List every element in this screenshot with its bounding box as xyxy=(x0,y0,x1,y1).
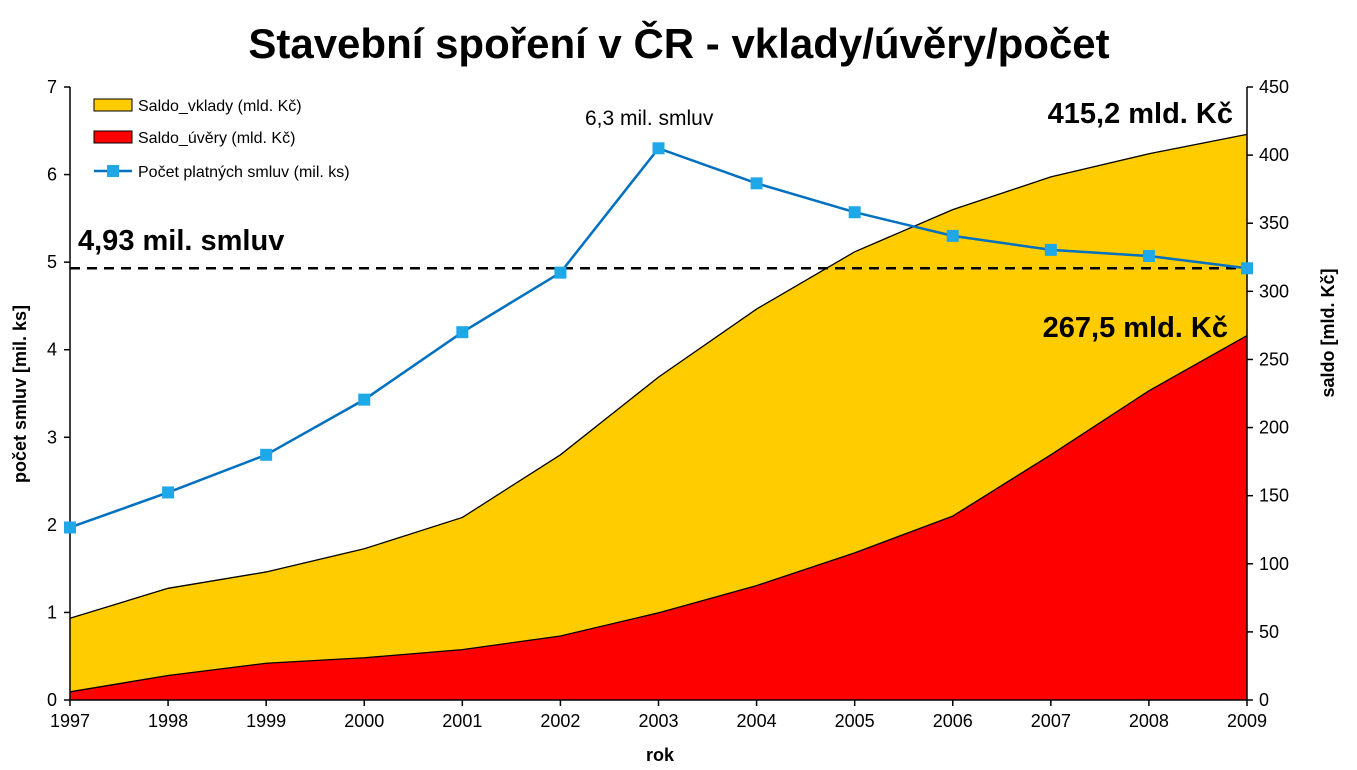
y-right-tick-label: 150 xyxy=(1259,486,1289,506)
legend-marker-contracts xyxy=(107,165,119,177)
x-tick-label: 2002 xyxy=(540,711,580,731)
x-tick-label: 2009 xyxy=(1227,711,1267,731)
chart-title: Stavební spoření v ČR - vklady/úvěry/poč… xyxy=(248,19,1109,67)
annotation-contracts-peak: 6,3 mil. smluv xyxy=(585,107,714,130)
y-right-tick-label: 200 xyxy=(1259,418,1289,438)
y-right-tick-label: 50 xyxy=(1259,622,1279,642)
line-point-2005 xyxy=(848,206,861,219)
x-tick-label: 2005 xyxy=(835,711,875,731)
line-point-2008 xyxy=(1142,250,1155,263)
y-left-tick-label: 2 xyxy=(47,515,57,535)
line-point-2004 xyxy=(750,177,763,190)
area-edge-series-0 xyxy=(69,133,1248,619)
x-tick-label: 2000 xyxy=(344,711,384,731)
annotation-contracts-2009: 4,93 mil. smluv xyxy=(78,225,284,257)
x-tick-label: 2004 xyxy=(737,711,777,731)
y-left-tick-label: 5 xyxy=(47,252,57,272)
line-point-2000 xyxy=(358,393,371,406)
line-point-2009 xyxy=(1241,262,1253,275)
legend: Saldo_vklady (mld. Kč) Saldo_úvěry (mld.… xyxy=(93,98,350,181)
legend-swatch-deposits xyxy=(93,98,133,112)
line-point-1997 xyxy=(64,521,76,534)
x-tick-label: 2006 xyxy=(933,711,973,731)
x-tick-label: 2001 xyxy=(442,711,482,731)
line-point-1998 xyxy=(162,486,175,499)
y-left-tick-label: 3 xyxy=(47,427,57,447)
legend-label-contracts: Počet platných smluv (mil. ks) xyxy=(138,164,350,181)
y-right-tick-label: 300 xyxy=(1259,281,1289,301)
y-right-tick-label: 0 xyxy=(1259,690,1269,710)
line-point-2002 xyxy=(554,266,567,279)
y-left-tick-label: 1 xyxy=(47,602,57,622)
line-point-2006 xyxy=(946,229,959,242)
line-point-2007 xyxy=(1044,243,1057,256)
y-left-tick-label: 4 xyxy=(47,340,57,360)
y-right-axis-label: saldo [mld. Kč] xyxy=(1318,268,1338,397)
y-right-tick-label: 400 xyxy=(1259,145,1289,165)
x-tick-label: 1999 xyxy=(246,711,286,731)
line-point-2003 xyxy=(652,142,665,155)
y-right-tick-label: 350 xyxy=(1259,213,1289,233)
area-layer xyxy=(69,133,1248,700)
axes-layer xyxy=(64,86,1253,706)
y-right-tick-label: 100 xyxy=(1259,554,1289,574)
area-edge-series-1 xyxy=(69,335,1248,693)
line-point-1999 xyxy=(260,448,273,461)
x-tick-label: 2008 xyxy=(1129,711,1169,731)
annotation-loans-2009: 267,5 mld. Kč xyxy=(1043,312,1228,344)
annotation-deposits-2009: 415,2 mld. Kč xyxy=(1048,98,1233,130)
legend-swatch-loans xyxy=(93,130,133,144)
x-tick-label: 2003 xyxy=(638,711,678,731)
y-left-axis-label: počet smluv [mil. ks] xyxy=(10,305,30,483)
line-point-2001 xyxy=(456,326,469,339)
legend-label-loans: Saldo_úvěry (mld. Kč) xyxy=(138,130,295,147)
line-layer xyxy=(64,142,1253,534)
y-left-tick-label: 6 xyxy=(47,165,57,185)
y-right-tick-label: 250 xyxy=(1259,349,1289,369)
x-tick-label: 1998 xyxy=(148,711,188,731)
y-left-tick-label: 0 xyxy=(47,690,57,710)
y-right-tick-label: 450 xyxy=(1259,77,1289,97)
legend-label-deposits: Saldo_vklady (mld. Kč) xyxy=(138,98,302,115)
tick-labels: 0 1 2 3 4 5 6 7 0 50 100 150 200 250 300 350 400 450 1997 1… xyxy=(47,77,1289,731)
y-left-tick-label: 7 xyxy=(47,77,57,97)
x-tick-label: 1997 xyxy=(50,711,90,731)
x-tick-label: 2007 xyxy=(1031,711,1071,731)
x-axis-label: rok xyxy=(646,745,675,765)
area-series-1 xyxy=(70,335,1247,700)
